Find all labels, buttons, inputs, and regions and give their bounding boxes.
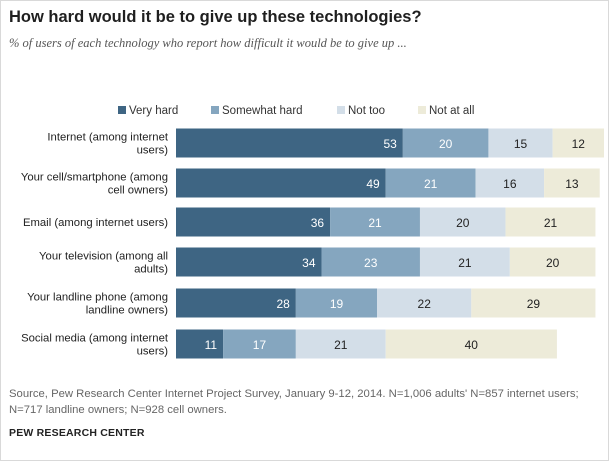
data-label: 21 bbox=[424, 177, 438, 191]
data-label: 21 bbox=[544, 216, 558, 230]
category-label: Internet (among internet users) bbox=[47, 132, 168, 157]
data-label: 49 bbox=[366, 177, 380, 191]
data-label: 22 bbox=[418, 297, 432, 311]
bar-very-hard bbox=[176, 128, 403, 158]
legend-swatch-not-at-all bbox=[418, 106, 426, 114]
bar-very-hard bbox=[176, 168, 386, 198]
data-label: 16 bbox=[503, 177, 517, 191]
legend-label-somewhat-hard: Somewhat hard bbox=[222, 105, 303, 117]
data-label: 29 bbox=[527, 297, 541, 311]
bar-not-too bbox=[475, 168, 545, 198]
bar-somewhat-hard bbox=[330, 207, 420, 237]
bar-not-too bbox=[295, 329, 386, 359]
bar-very-hard bbox=[176, 247, 322, 277]
stacked-bar-chart: Very hard Somewhat hard Not too Not at all I… bbox=[21, 105, 604, 359]
bar-somewhat-hard bbox=[321, 247, 420, 277]
bar-not-at-all bbox=[471, 288, 596, 318]
data-label: 28 bbox=[276, 297, 290, 311]
bar-not-too bbox=[419, 247, 510, 277]
data-label: 20 bbox=[456, 216, 470, 230]
bar-somewhat-hard bbox=[223, 329, 296, 359]
legend-swatch-very-hard bbox=[118, 106, 126, 114]
bar-not-too bbox=[377, 288, 472, 318]
data-label: 34 bbox=[302, 256, 316, 270]
bar-somewhat-hard bbox=[385, 168, 476, 198]
source-note: Source, Pew Research Center Internet Pro… bbox=[9, 388, 579, 416]
data-label: 11 bbox=[205, 338, 218, 352]
data-label: 36 bbox=[311, 216, 325, 230]
legend-label-very-hard: Very hard bbox=[129, 105, 178, 117]
chart-subtitle: % of users of each technology who report… bbox=[9, 36, 407, 50]
data-label: 15 bbox=[514, 137, 528, 151]
bar-very-hard bbox=[176, 288, 296, 318]
bar-not-at-all bbox=[544, 168, 600, 198]
data-label: 20 bbox=[546, 256, 560, 270]
legend-swatch-not-too bbox=[337, 106, 345, 114]
bar-not-too bbox=[419, 207, 506, 237]
data-label: 19 bbox=[330, 297, 344, 311]
chart-title: How hard would it be to give up these te… bbox=[9, 8, 422, 26]
data-label: 13 bbox=[565, 177, 579, 191]
data-label: 20 bbox=[439, 137, 453, 151]
bar-not-at-all bbox=[505, 207, 596, 237]
legend-label-not-too: Not too bbox=[348, 105, 385, 117]
legend-swatch-somewhat-hard bbox=[211, 106, 219, 114]
category-label: Your cell/smartphone (among cell owners) bbox=[21, 172, 168, 197]
data-label: 12 bbox=[572, 137, 586, 151]
brand-label: PEW RESEARCH CENTER bbox=[9, 427, 145, 439]
bar-not-at-all bbox=[552, 128, 604, 158]
bar-not-too bbox=[488, 128, 553, 158]
data-label: 17 bbox=[253, 338, 267, 352]
bar-not-at-all bbox=[385, 329, 557, 359]
bar-not-at-all bbox=[509, 247, 596, 277]
category-label: Your television (among all adults) bbox=[39, 251, 168, 276]
data-label: 21 bbox=[458, 256, 472, 270]
data-label: 21 bbox=[368, 216, 382, 230]
bar-somewhat-hard bbox=[402, 128, 489, 158]
data-label: 40 bbox=[465, 338, 479, 352]
bar-very-hard bbox=[176, 207, 331, 237]
category-label: Email (among internet users) bbox=[23, 217, 168, 229]
data-label: 21 bbox=[334, 338, 348, 352]
category-label: Your landline phone (among landline owner… bbox=[27, 292, 168, 317]
category-label: Social media (among internet users) bbox=[21, 333, 169, 358]
data-label: 53 bbox=[383, 137, 397, 151]
bar-somewhat-hard bbox=[295, 288, 378, 318]
bar-very-hard bbox=[176, 329, 224, 359]
legend-label-not-at-all: Not at all bbox=[429, 105, 474, 117]
data-label: 23 bbox=[364, 256, 378, 270]
